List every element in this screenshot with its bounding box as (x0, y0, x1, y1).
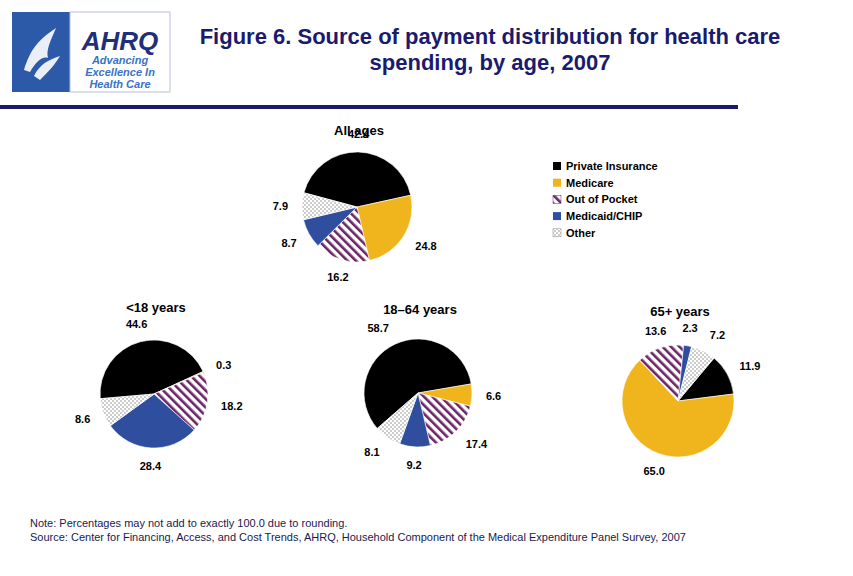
data-label: 2.3 (682, 322, 697, 334)
slices (100, 340, 208, 448)
pie-slice (678, 347, 714, 401)
logo-name: AHRQ (81, 26, 159, 56)
legend-swatch (553, 195, 561, 203)
legend-label: Private Insurance (566, 160, 658, 172)
data-label: 8.6 (75, 413, 90, 425)
data-label: 42.4 (348, 128, 370, 140)
logo-tagline: Advancing (91, 54, 149, 66)
logo-seal (12, 12, 70, 92)
data-label: 24.8 (415, 240, 436, 252)
data-label: 9.2 (406, 459, 421, 471)
pie-chart: <18 years 44.6 0.3 18.2 28.4 8.6 (75, 300, 243, 472)
legend-label: Other (566, 227, 596, 239)
logo-eagle (24, 28, 60, 80)
legend: Private Insurance Medicare Out of Pocket Me… (553, 160, 658, 239)
pie-slice (377, 393, 418, 444)
pie-slice (640, 345, 684, 401)
logo: AHRQAdvancingExcellence InHealth Care (12, 12, 170, 92)
data-label: 65.0 (643, 465, 664, 477)
logo-tagline: Health Care (89, 78, 150, 90)
chart-title: <18 years (126, 300, 186, 315)
data-label: 8.7 (281, 237, 296, 249)
title: Figure 6. Source of payment distribution… (200, 24, 781, 75)
legend-swatch (553, 162, 561, 170)
slices (622, 345, 734, 457)
pie-chart: 18–64 years 58.7 6.6 17.4 9.2 8.1 (364, 302, 501, 471)
slices (364, 339, 472, 447)
chart-title: 18–64 years (383, 302, 457, 317)
note: Note: Percentages may not add to exactly… (30, 517, 347, 529)
legend-label: Medicaid/CHIP (566, 210, 642, 222)
pie-chart: 65+ years 11.9 65.0 13.6 2.3 7.2 (622, 304, 760, 477)
data-label: 17.4 (466, 438, 488, 450)
legend-label: Out of Pocket (566, 193, 638, 205)
legend-label: Medicare (566, 177, 614, 189)
data-label: 13.6 (645, 325, 666, 337)
header-rule (0, 105, 738, 109)
data-label: 7.9 (273, 200, 288, 212)
chart-title: 65+ years (650, 304, 710, 319)
logo-tagline: Excellence In (85, 66, 155, 78)
data-label: 18.2 (221, 400, 242, 412)
legend-swatch (553, 212, 561, 220)
data-label: 8.1 (364, 446, 379, 458)
pie-chart: All ages42.424.816.28.77.9 (273, 123, 437, 283)
background (0, 0, 853, 576)
data-label: 44.6 (126, 318, 147, 330)
legend-swatch (553, 179, 561, 187)
data-label: 0.3 (216, 359, 231, 371)
data-label: 58.7 (367, 322, 388, 334)
legend-swatch (553, 229, 561, 237)
logo-panel (70, 12, 170, 92)
data-label: 7.2 (710, 329, 725, 341)
slices (302, 152, 412, 262)
pie-slice (302, 193, 357, 220)
data-label: 11.9 (740, 360, 761, 372)
data-label: 28.4 (140, 460, 162, 472)
note: Source: Center for Financing, Access, an… (30, 531, 686, 543)
data-label: 16.2 (327, 271, 348, 283)
data-label: 6.6 (486, 390, 501, 402)
figure: AHRQAdvancingExcellence InHealth Care Fig… (0, 0, 853, 576)
pie-slice (100, 394, 154, 426)
